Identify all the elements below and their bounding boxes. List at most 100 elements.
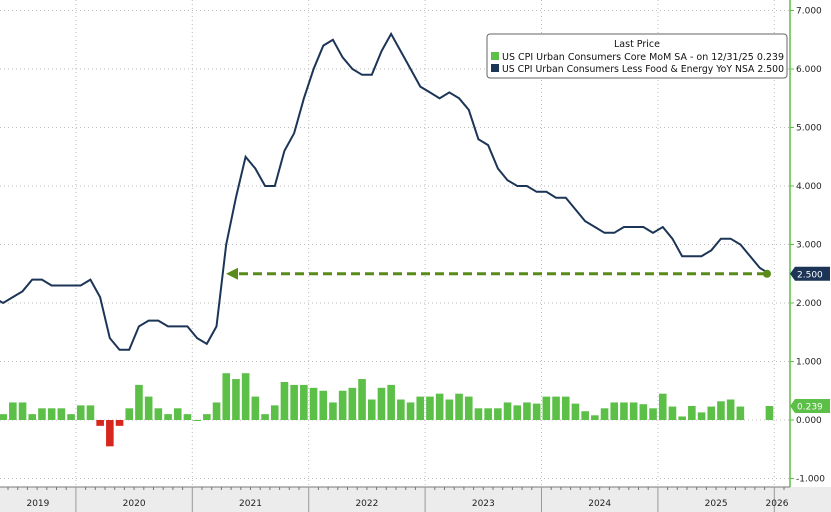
bar-mom — [338, 390, 347, 420]
bar-mom — [144, 396, 153, 420]
bar-mom — [668, 406, 677, 420]
bar-mom — [115, 420, 124, 426]
bar-mom — [474, 408, 483, 420]
bar-mom — [513, 405, 522, 420]
bar-mom — [678, 416, 686, 420]
legend-title: Last Price — [614, 39, 660, 50]
bar-mom — [532, 403, 541, 420]
legend: Last Price US CPI Urban Consumers Core Mo… — [486, 33, 788, 79]
bar-mom — [47, 408, 56, 420]
x-axis-band — [0, 487, 831, 512]
bar-mom — [0, 414, 7, 420]
bar-mom — [154, 408, 163, 420]
legend-entry: US CPI Urban Consumers Less Food & Energ… — [502, 64, 784, 75]
bar-mom — [639, 404, 648, 420]
bar-mom — [765, 406, 774, 420]
bar-mom — [552, 396, 560, 420]
x-tick-label: 2019 — [26, 499, 49, 509]
x-tick-label: 2020 — [123, 499, 146, 509]
y-tick-label: 7.000 — [796, 7, 822, 17]
bar-mom — [494, 408, 502, 420]
x-tick-label: 2023 — [472, 499, 495, 509]
bar-mom — [57, 408, 66, 420]
bar-mom — [571, 403, 580, 420]
bar-mom — [591, 415, 599, 420]
bar-mom — [455, 393, 463, 420]
bar-mom — [96, 420, 104, 426]
legend-swatch — [491, 64, 499, 72]
bar-mom — [251, 396, 260, 420]
bar-mom — [435, 393, 444, 420]
bar-mom — [135, 384, 143, 420]
bar-mom — [125, 408, 134, 420]
bar-mom — [426, 396, 434, 420]
bar-mom — [377, 387, 386, 420]
bar-mom — [28, 414, 37, 420]
legend-swatch — [491, 52, 499, 60]
last-value-mom-bg — [790, 399, 830, 414]
y-tick-label: -1.000 — [796, 475, 825, 485]
x-tick-label: 2022 — [355, 499, 378, 509]
bar-mom — [261, 414, 269, 420]
bar-mom — [270, 405, 279, 420]
y-tick-label: 1.000 — [796, 358, 822, 368]
legend-entry: US CPI Urban Consumers Core MoM SA - on … — [502, 52, 784, 63]
bar-mom — [280, 381, 289, 420]
arrow-head — [226, 267, 238, 280]
bar-mom — [464, 396, 473, 420]
bar-mom — [164, 414, 172, 420]
bar-mom — [697, 412, 706, 420]
y-tick-label: 2.000 — [796, 299, 822, 309]
bar-mom — [629, 402, 638, 420]
bar-mom — [183, 414, 192, 420]
bar-mom — [688, 405, 696, 420]
bar-mom — [367, 399, 376, 420]
bar-mom — [600, 408, 609, 420]
bar-mom — [620, 402, 628, 420]
last-value-yoy-bg — [790, 266, 830, 281]
x-tick-label: 2026 — [766, 499, 789, 509]
bar-mom — [406, 402, 415, 420]
bar-mom — [203, 414, 211, 420]
bar-mom — [319, 390, 328, 420]
bar-mom — [18, 402, 27, 420]
y-tick-label: 4.000 — [796, 182, 822, 192]
bar-mom — [358, 379, 366, 420]
bar-mom — [658, 393, 667, 420]
last-value-mom: 0.239 — [797, 403, 823, 413]
bar-mom — [300, 384, 308, 420]
x-tick-label: 2021 — [239, 499, 262, 509]
bar-mom — [581, 411, 589, 420]
bar-mom — [503, 402, 512, 420]
bar-mom — [106, 420, 114, 447]
legend-box — [486, 33, 788, 79]
bar-mom — [67, 414, 75, 420]
y-tick-label: 6.000 — [796, 65, 822, 75]
bar-mom — [707, 406, 716, 420]
bar-mom — [38, 408, 46, 420]
bar-mom — [416, 396, 425, 420]
bar-mom — [86, 405, 95, 420]
bar-mom — [445, 399, 454, 420]
bar-mom — [290, 384, 298, 420]
bar-mom — [387, 384, 395, 420]
x-tick-label: 2024 — [588, 499, 611, 509]
bar-mom — [348, 387, 357, 420]
y-tick-label: 5.000 — [796, 124, 822, 134]
bar-mom — [193, 420, 201, 421]
x-tick-label: 2025 — [705, 499, 728, 509]
bar-mom — [329, 402, 337, 420]
bar-mom — [726, 399, 735, 420]
bar-mom — [542, 396, 551, 420]
bar-mom — [397, 399, 405, 420]
arrow-tail-dot — [763, 269, 771, 278]
bar-mom — [76, 405, 85, 420]
bar-mom — [309, 387, 318, 420]
bar-mom — [717, 401, 725, 420]
bar-mom — [222, 373, 231, 420]
bar-mom — [484, 408, 492, 420]
bar-mom — [610, 402, 619, 420]
last-value-yoy: 2.500 — [797, 270, 823, 280]
line-yoy — [0, 31, 770, 351]
